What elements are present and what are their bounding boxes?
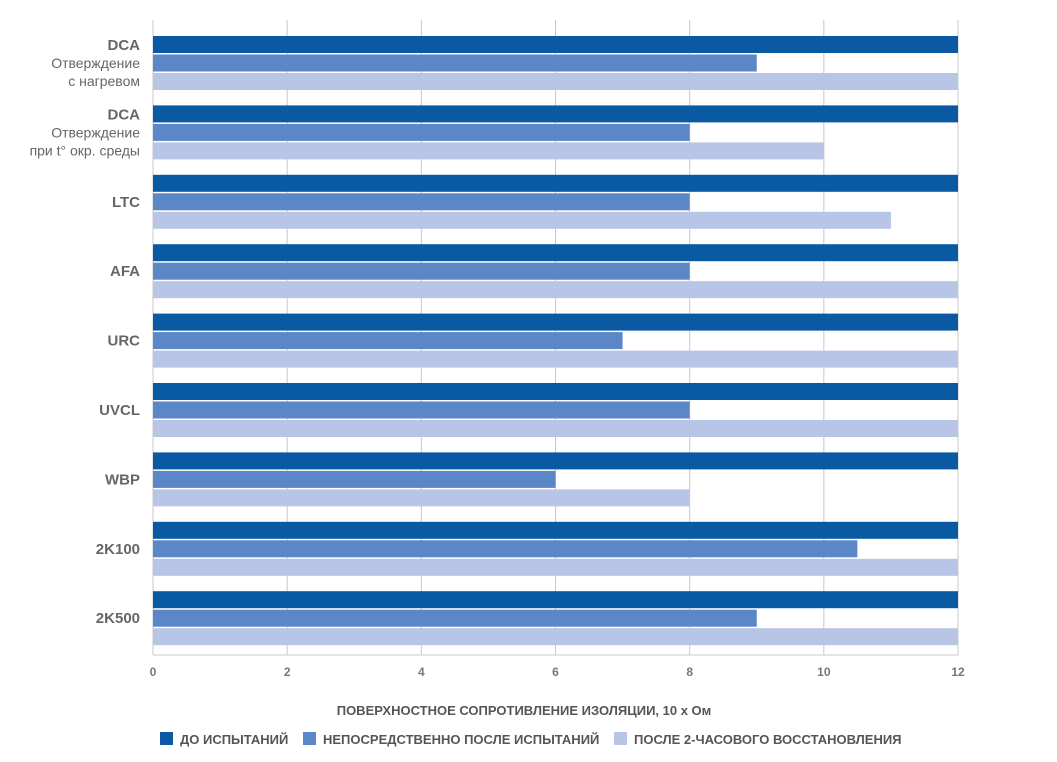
category-label: LTC [112,194,140,211]
bar [153,558,958,576]
category-label: WBP [105,471,140,488]
bar [153,332,623,350]
bar [153,123,690,141]
x-tick-label: 0 [150,665,157,679]
x-tick-label: 4 [418,665,425,679]
category-label: 2K500 [96,610,140,627]
bar [153,470,556,488]
bars [153,36,958,646]
category-label: 2K100 [96,541,140,558]
bar [153,174,958,192]
bar [153,609,757,627]
bar [153,36,958,53]
category-label: DCA [108,37,141,54]
category-label: UVCL [99,402,140,419]
bar [153,521,958,539]
bar [153,350,958,368]
bar [153,193,690,211]
bar [153,628,958,646]
category-label: при t° окр. среды [30,142,140,158]
axis: 0 2 4 6 8 10 12 [150,654,965,679]
bar [153,281,958,299]
bar [153,73,958,90]
bar [153,244,958,262]
legend-swatch [614,732,627,745]
category-label: Отверждение [51,55,140,71]
bar [153,591,958,609]
legend-label: НЕПОСРЕДСТВЕННО ПОСЛЕ ИСПЫТАНИЙ [323,732,599,747]
x-tick-label: 12 [951,665,965,679]
x-tick-label: 2 [284,665,291,679]
legend-label: ПОСЛЕ 2-ЧАСОВОГО ВОССТАНОВЛЕНИЯ [634,732,902,747]
bar [153,401,690,419]
category-label: DCA [108,106,141,123]
bar [153,262,690,280]
category-label: AFA [110,263,140,280]
bar [153,383,958,400]
category-label: с нагревом [68,73,140,89]
category-label: Отверждение [51,124,140,140]
bar [153,142,824,160]
bar [153,54,757,72]
legend-label: ДО ИСПЫТАНИЙ [180,732,288,747]
bar [153,105,958,123]
bar [153,211,891,229]
category-label: URC [108,333,141,350]
bar [153,452,958,470]
bar [153,313,958,331]
bar [153,489,690,507]
bar [153,540,858,558]
x-tick-label: 6 [552,665,559,679]
x-tick-label: 10 [817,665,831,679]
legend-swatch [160,732,173,745]
bar [153,420,958,437]
legend: ДО ИСПЫТАНИЙ НЕПОСРЕДСТВЕННО ПОСЛЕ ИСПЫТА… [160,732,902,747]
legend-swatch [303,732,316,745]
x-tick-label: 8 [686,665,693,679]
x-axis-title: ПОВЕРХНОСТНОЕ СОПРОТИВЛЕНИЕ ИЗОЛЯЦИИ, 10… [337,703,712,718]
